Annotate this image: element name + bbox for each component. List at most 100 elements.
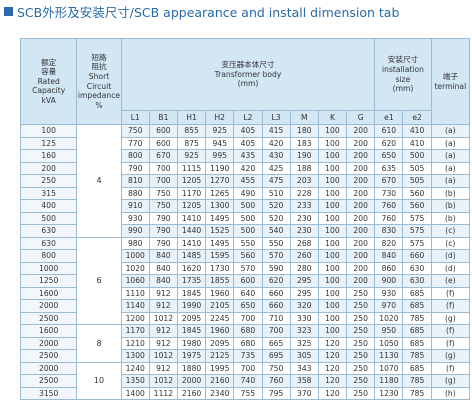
capacity-cell: 630 bbox=[19, 236, 78, 250]
subheader-cell: e2 bbox=[402, 110, 432, 125]
capacity-cell: 2500 bbox=[19, 349, 78, 363]
value-cell: 1410 bbox=[176, 211, 207, 225]
subheader-cell: M bbox=[289, 110, 319, 125]
data-row: 500 930 790 1410 1495 500 520 230 100 200 760 575 (b… bbox=[19, 211, 471, 225]
value-cell: 1200 bbox=[120, 311, 150, 325]
capacity-cell: 250 bbox=[19, 174, 78, 188]
value-cell: 120 bbox=[317, 374, 348, 388]
value-cell: 925 bbox=[176, 149, 207, 163]
value-cell: 230 bbox=[289, 224, 319, 238]
value-cell: 840 bbox=[148, 249, 178, 263]
capacity-cell: 2000 bbox=[19, 361, 78, 375]
value-cell: 250 bbox=[346, 349, 376, 363]
title-marker bbox=[4, 6, 13, 16]
value-cell: 570 bbox=[261, 249, 291, 263]
value-cell: 2340 bbox=[205, 386, 235, 400]
data-row: 2000 1210 912 1980 2095 680 665 325 120 250 1050 68… bbox=[19, 336, 471, 350]
value-cell: 600 bbox=[148, 124, 178, 138]
value-cell: 1110 bbox=[120, 286, 150, 300]
value-cell: 250 bbox=[346, 386, 376, 400]
value-cell: 415 bbox=[261, 124, 291, 138]
value-cell: 358 bbox=[289, 374, 319, 388]
value-cell: (d) bbox=[430, 249, 471, 263]
value-cell: 912 bbox=[148, 336, 178, 350]
value-cell: 100 bbox=[317, 286, 348, 300]
value-cell: 1170 bbox=[120, 324, 150, 338]
value-cell: 750 bbox=[148, 199, 178, 213]
capacity-cell: 125 bbox=[19, 136, 78, 150]
value-cell: 100 bbox=[317, 161, 348, 175]
value-cell: 1595 bbox=[205, 249, 235, 263]
capacity-cell: 2000 bbox=[19, 299, 78, 313]
value-cell: 425 bbox=[261, 161, 291, 175]
value-cell: 970 bbox=[374, 299, 404, 313]
value-cell: 505 bbox=[402, 161, 432, 175]
value-cell: 1205 bbox=[176, 174, 207, 188]
value-cell: 1990 bbox=[176, 299, 207, 313]
value-cell: 700 bbox=[233, 361, 263, 375]
value-cell: 860 bbox=[374, 261, 404, 275]
value-cell: 2095 bbox=[205, 336, 235, 350]
value-cell: (e) bbox=[430, 274, 471, 288]
value-cell: 660 bbox=[402, 249, 432, 263]
value-cell: 695 bbox=[261, 349, 291, 363]
value-cell: 200 bbox=[346, 149, 376, 163]
value-cell: 650 bbox=[374, 149, 404, 163]
header-cell: 端子 terminal bbox=[430, 38, 471, 125]
value-cell: 830 bbox=[374, 224, 404, 238]
value-cell: 200 bbox=[346, 186, 376, 200]
value-cell: 750 bbox=[120, 124, 150, 138]
value-cell: 120 bbox=[317, 349, 348, 363]
value-cell: 755 bbox=[233, 386, 263, 400]
value-cell: 575 bbox=[402, 224, 432, 238]
value-cell: 700 bbox=[148, 174, 178, 188]
header-row: 额定 容量 Rated Capacity kVA 短路 阻抗 Short Cir… bbox=[19, 38, 471, 125]
data-row: 2000 1140 912 1990 2105 650 660 320 100 250 970 685… bbox=[19, 299, 471, 313]
impedance-cell: 4 bbox=[76, 124, 122, 238]
value-cell: 2160 bbox=[176, 386, 207, 400]
subheader-cell: L1 bbox=[120, 110, 150, 125]
value-cell: 685 bbox=[402, 324, 432, 338]
value-cell: 1350 bbox=[120, 374, 150, 388]
value-cell: 630 bbox=[402, 274, 432, 288]
value-cell: 1300 bbox=[120, 349, 150, 363]
value-cell: (f) bbox=[430, 336, 471, 350]
value-cell: 420 bbox=[261, 136, 291, 150]
value-cell: 912 bbox=[148, 324, 178, 338]
value-cell: 330 bbox=[289, 311, 319, 325]
value-cell: 1115 bbox=[176, 161, 207, 175]
value-cell: 660 bbox=[261, 286, 291, 300]
value-cell: 1525 bbox=[205, 224, 235, 238]
value-cell: 700 bbox=[148, 161, 178, 175]
value-cell: 685 bbox=[402, 336, 432, 350]
value-cell: 1012 bbox=[148, 311, 178, 325]
value-cell: 912 bbox=[148, 286, 178, 300]
subheader-cell: L3 bbox=[261, 110, 291, 125]
subheader-cell: B1 bbox=[148, 110, 178, 125]
capacity-cell: 1000 bbox=[19, 261, 78, 275]
value-cell: 1190 bbox=[205, 161, 235, 175]
value-cell: 900 bbox=[374, 274, 404, 288]
value-cell: 490 bbox=[233, 186, 263, 200]
value-cell: 620 bbox=[261, 274, 291, 288]
value-cell: 790 bbox=[148, 211, 178, 225]
value-cell: 190 bbox=[289, 149, 319, 163]
dimension-table: 额定 容量 Rated Capacity kVA 短路 阻抗 Short Cir… bbox=[19, 38, 471, 400]
value-cell: 370 bbox=[289, 386, 319, 400]
value-cell: 790 bbox=[120, 161, 150, 175]
value-cell: 228 bbox=[289, 186, 319, 200]
header-cell: 安装尺寸 installation size (mm) bbox=[374, 38, 432, 111]
value-cell: 930 bbox=[120, 211, 150, 225]
value-cell: 435 bbox=[233, 149, 263, 163]
impedance-cell: 10 bbox=[76, 361, 122, 400]
value-cell: 710 bbox=[261, 311, 291, 325]
value-cell: 1210 bbox=[120, 336, 150, 350]
value-cell: 1620 bbox=[176, 261, 207, 275]
value-cell: 630 bbox=[402, 261, 432, 275]
value-cell: 590 bbox=[261, 261, 291, 275]
value-cell: 2245 bbox=[205, 311, 235, 325]
value-cell: 500 bbox=[233, 211, 263, 225]
value-cell: (g) bbox=[430, 349, 471, 363]
value-cell: 200 bbox=[346, 161, 376, 175]
